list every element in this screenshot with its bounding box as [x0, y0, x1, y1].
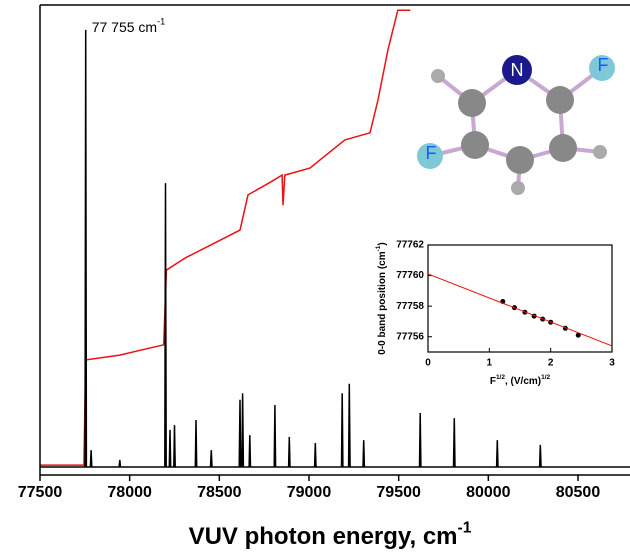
x-tick-label: 80500: [556, 484, 601, 501]
x-tick-label: 79000: [287, 484, 332, 501]
y-tick-label: 77756: [396, 331, 424, 342]
superscript: 1/2: [496, 374, 505, 381]
text-part: ): [377, 242, 388, 245]
atom-label: F: [426, 143, 437, 163]
y-tick-label: 77758: [396, 301, 424, 312]
text-part: 77 755 cm: [92, 19, 157, 35]
superscript: -1: [458, 520, 472, 537]
x-tick-label: 1: [487, 358, 493, 369]
x-tick-label: 78000: [107, 484, 152, 501]
x-axis-label: F1/2, (V/cm)1/2: [490, 374, 551, 387]
atom-label: N: [511, 60, 524, 80]
text-part: , (V/cm): [505, 376, 541, 387]
x-tick-label: 77500: [18, 484, 63, 501]
y-tick-label: 77760: [396, 270, 424, 281]
x-tick-label: 78500: [197, 484, 242, 501]
y-axis-label: 0-0 band position (cm-1): [375, 242, 388, 354]
y-tick-label: 77762: [396, 240, 424, 251]
x-tick-label: 79500: [376, 484, 421, 501]
atom-label: F: [598, 55, 609, 75]
x-axis-label: VUV photon energy, cm-1: [189, 520, 472, 551]
main-plot: [40, 10, 630, 467]
x-tick-label: 80000: [466, 484, 511, 501]
chart: N F F 77500 78000 78500 79000 79500 80000 8050…: [0, 0, 630, 556]
peak-annotation: 77 755 cm-1: [92, 17, 165, 35]
text-part: VUV photon energy, cm: [189, 523, 458, 550]
x-tick-label: 3: [609, 358, 615, 369]
superscript: 1/2: [541, 374, 550, 381]
text-part: 0-0 band position (cm: [377, 251, 388, 354]
inset-frame: [428, 245, 612, 352]
spectrum-line: [40, 10, 410, 465]
x-tick-label: 0: [425, 358, 431, 369]
superscript: -1: [157, 17, 165, 27]
x-tick-label: 2: [548, 358, 554, 369]
